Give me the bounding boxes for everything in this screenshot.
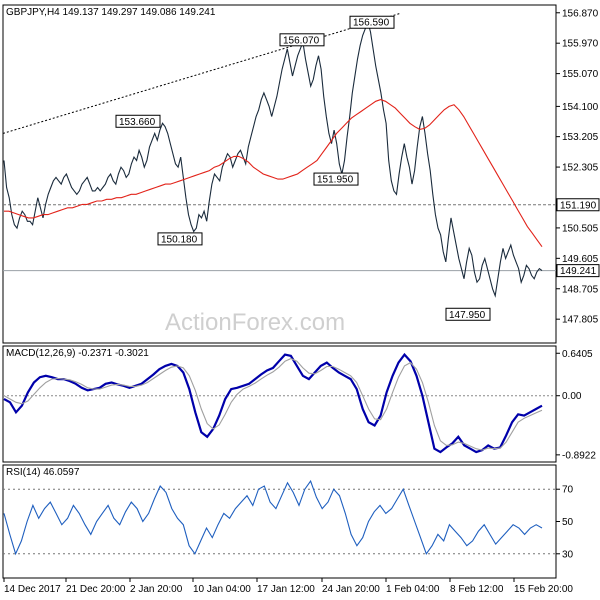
y-tick-label: 147.805 — [562, 315, 599, 326]
x-tick-label: 15 Feb 20:00 — [514, 584, 573, 595]
price-annotation-box — [445, 307, 491, 321]
price-marker-box — [556, 264, 600, 278]
y-tick-label: 153.205 — [562, 132, 599, 143]
y-tick-label: -0.8922 — [562, 450, 596, 461]
watermark: ActionForex.com — [165, 309, 345, 336]
price-annotation-label: 151.950 — [317, 175, 354, 186]
price-annotation-box — [115, 114, 161, 128]
x-tick-label: 1 Feb 04:00 — [386, 584, 440, 595]
y-tick-label: 154.100 — [562, 102, 599, 113]
price-marker-box — [556, 198, 600, 212]
y-tick-label: 149.605 — [562, 254, 599, 265]
x-tick-label: 14 Dec 2017 — [4, 584, 61, 595]
rsi-panel: 70 50 30 RSI(14) 46.0597 — [2, 464, 574, 579]
panel-title: MACD(12,26,9) -0.2371 -0.3021 — [6, 348, 149, 359]
y-tick-label: 155.070 — [562, 69, 599, 80]
y-tick-label: 148.705 — [562, 284, 599, 295]
trend-line — [2, 12, 401, 134]
price-annotation-box — [349, 15, 395, 29]
price-annotation-label: 150.180 — [161, 234, 198, 245]
price-annotation-box — [313, 172, 359, 186]
x-tick-label: 8 Feb 12:00 — [450, 584, 504, 595]
panel-title: RSI(14) 46.0597 — [6, 467, 80, 478]
x-tick-label: 10 Jan 04:00 — [193, 584, 251, 595]
price-annotation-label: 153.660 — [119, 117, 156, 128]
price-annotation-box — [157, 232, 203, 246]
y-tick-label: 152.305 — [562, 163, 599, 174]
price-marker-label: 149.241 — [560, 266, 597, 277]
series-line-0 — [3, 20, 543, 298]
y-tick-label: 150.505 — [562, 223, 599, 234]
x-tick-label: 17 Jan 12:00 — [257, 584, 315, 595]
price-marker-label: 151.190 — [560, 200, 597, 211]
price-panel: 156.870 155.970 155.070 154.100 153.205 152.3… — [2, 4, 600, 344]
y-tick-label: 30 — [562, 549, 574, 560]
panel-frame — [2, 345, 557, 463]
macd-panel: 0.6405 0.00 -0.8922 MACD(12,26,9) -0.2371 -… — [2, 345, 596, 463]
y-tick-label: 0.00 — [562, 391, 582, 402]
x-tick-label: 24 Jan 20:00 — [322, 584, 380, 595]
y-tick-label: 156.870 — [562, 8, 599, 19]
price-annotation-label: 156.590 — [353, 18, 390, 29]
series-line-1 — [3, 357, 543, 451]
y-tick-label: 0.6405 — [562, 349, 593, 360]
x-tick-label: 2 Jan 20:00 — [130, 584, 183, 595]
x-tick-label: 21 Dec 20:00 — [66, 584, 126, 595]
panel-frame — [2, 4, 557, 344]
y-tick-label: 70 — [562, 485, 574, 496]
series-line-0 — [3, 479, 543, 556]
series-line-1 — [4, 99, 543, 248]
price-annotation-label: 156.070 — [283, 35, 320, 46]
panel-title: GBPJPY,H4 149.137 149.297 149.086 149.24… — [6, 7, 216, 18]
y-tick-label: 155.970 — [562, 39, 599, 50]
time-axis: 14 Dec 2017 21 Dec 20:00 2 Jan 20:00 10 Jan… — [3, 578, 573, 595]
price-annotation-label: 147.950 — [449, 310, 486, 321]
price-annotation-box — [279, 33, 325, 47]
y-tick-label: 50 — [562, 517, 574, 528]
